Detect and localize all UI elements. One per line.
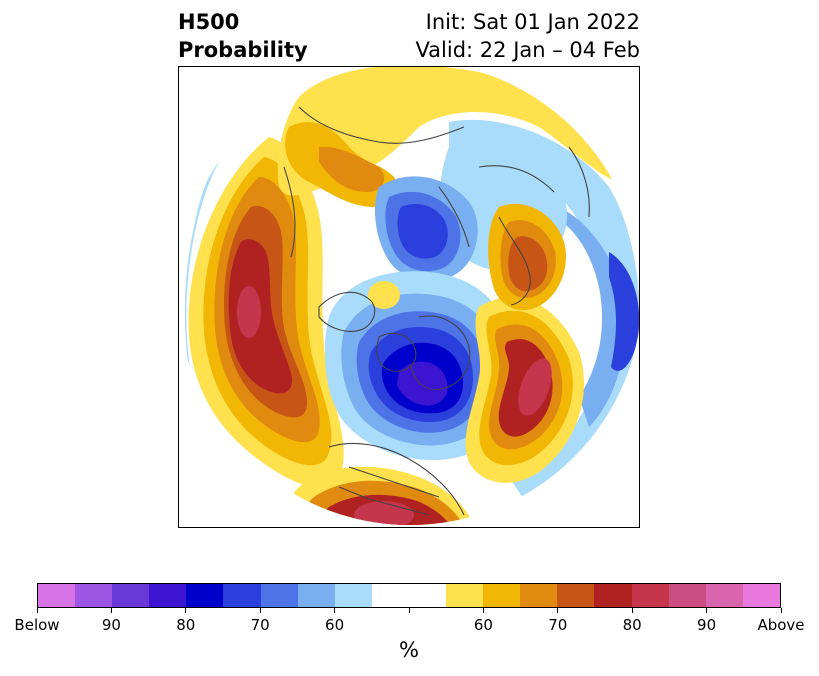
colorbar-unit: %	[399, 638, 419, 662]
colorbar-tick	[780, 608, 782, 613]
colorbar-tick-label: Below	[14, 616, 60, 634]
colorbar-segment	[223, 584, 261, 607]
colorbar-segment	[186, 584, 224, 607]
colorbar-tick	[110, 608, 112, 613]
coastlines	[283, 106, 590, 516]
colorbar-tick	[36, 608, 38, 613]
colorbar-tick-label: Above	[757, 616, 805, 634]
colorbar-tick	[482, 608, 484, 613]
colorbar-segment	[446, 584, 484, 607]
colorbar-segment	[705, 584, 743, 607]
init-date: Init: Sat 01 Jan 2022	[425, 10, 640, 34]
colorbar-segment	[557, 584, 595, 607]
title-subfield: Probability	[178, 38, 308, 62]
colorbar	[37, 583, 781, 608]
colorbar-tick	[408, 608, 410, 613]
colorbar-segment	[112, 584, 150, 607]
colorbar-tick	[334, 608, 336, 613]
colorbar-tick-label: 70	[548, 616, 568, 634]
colorbar-segment	[260, 584, 298, 607]
atlantic-blue-core	[609, 252, 639, 371]
title-left: H500 Probability	[178, 8, 308, 64]
title-field: H500	[178, 10, 240, 34]
colorbar-tick	[631, 608, 633, 613]
pole-yellow-cell	[368, 281, 400, 309]
map-panel	[178, 66, 640, 528]
colorbar-segment	[371, 584, 447, 607]
colorbar-segment	[38, 584, 76, 607]
colorbar-segment	[594, 584, 632, 607]
colorbar-segment	[520, 584, 558, 607]
atlantic-above-normal	[465, 297, 585, 483]
colorbar-segment	[742, 584, 780, 607]
colorbar-segment	[668, 584, 706, 607]
scandinavia-above-normal	[488, 203, 566, 311]
russia-below-normal	[374, 144, 568, 282]
colorbar-segment	[483, 584, 521, 607]
colorbar-tick-label: 90	[101, 616, 121, 634]
colorbar-segment	[75, 584, 113, 607]
colorbar-tick-label: 80	[176, 616, 196, 634]
colorbar-tick	[706, 608, 708, 613]
pacific-above-normal	[188, 137, 344, 488]
colorbar-tick	[557, 608, 559, 613]
polar-map	[179, 67, 639, 525]
asia-above-normal	[277, 67, 619, 207]
colorbar-tick	[185, 608, 187, 613]
colorbar-tick	[259, 608, 261, 613]
colorbar-tick-label: 60	[473, 616, 493, 634]
canada-below-normal	[324, 271, 515, 461]
colorbar-segment	[297, 584, 335, 607]
colorbar-segment	[631, 584, 669, 607]
colorbar-segment	[334, 584, 372, 607]
valid-range: Valid: 22 Jan – 04 Feb	[415, 38, 640, 62]
colorbar-tick-label: 80	[622, 616, 642, 634]
colorbar-tick-label: 70	[250, 616, 270, 634]
title-right: Init: Sat 01 Jan 2022 Valid: 22 Jan – 04…	[415, 8, 640, 64]
colorbar-segment	[149, 584, 187, 607]
colorbar-tick-label: 60	[325, 616, 345, 634]
atlantic-blue-ring	[554, 207, 627, 427]
colorbar-tick-label: 90	[697, 616, 717, 634]
